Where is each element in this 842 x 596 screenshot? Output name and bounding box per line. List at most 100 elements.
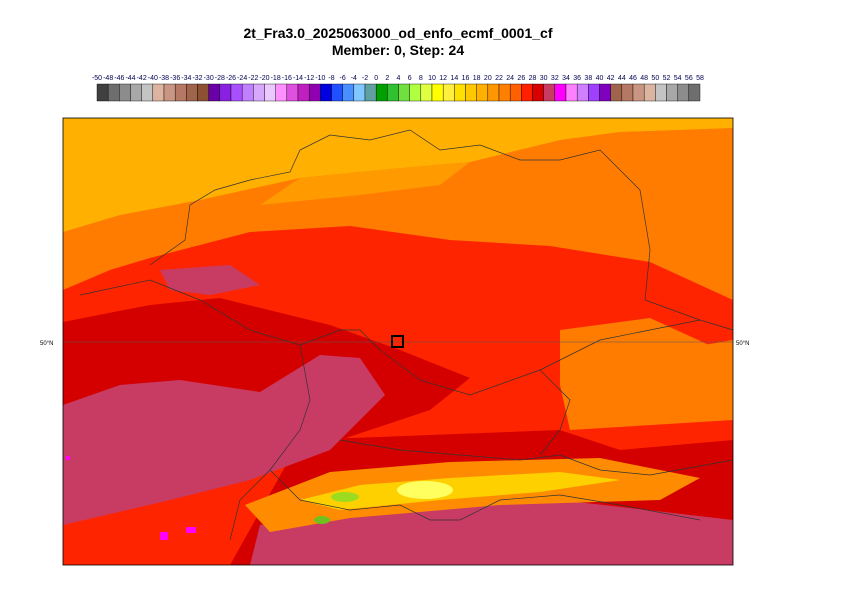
colorbar-label: 26	[517, 75, 525, 82]
colorbar-label: 56	[685, 75, 693, 82]
colorbar-label: 30	[540, 75, 548, 82]
colorbar-label: 48	[640, 75, 648, 82]
colorbar: -50 -48 -46 -44 -42 -40 -38 -36 -34 -32 -30 -28 -26-…	[92, 75, 704, 102]
colorbar-label: 20	[484, 75, 492, 82]
colorbar-label: -20	[259, 75, 269, 82]
colorbar-label: 32	[551, 75, 559, 82]
colorbar-label: 14	[450, 75, 458, 82]
colorbar-label: -46	[114, 75, 124, 82]
colorbar-label: 58	[696, 75, 704, 82]
lat-label: 50°N	[736, 341, 749, 347]
colorbar-label: 50	[651, 75, 659, 82]
colorbar-label: -10	[315, 75, 325, 82]
colorbar-box	[130, 83, 142, 102]
title: 2t_Fra3.0_2025063000_od_enfo_ecmf_0001_c…	[244, 25, 553, 41]
colorbar-box	[398, 83, 410, 102]
colorbar-box	[320, 83, 332, 102]
colorbar-box	[420, 83, 433, 102]
colorbar-label: 4	[397, 75, 401, 82]
colorbar-box	[655, 83, 667, 102]
colorbar-box	[431, 83, 444, 102]
colorbar-box	[610, 83, 623, 102]
colorbar-box	[375, 83, 388, 102]
colorbar-box	[253, 83, 265, 102]
colorbar-label: 54	[674, 75, 682, 82]
colorbar-label: 40	[596, 75, 604, 82]
colorbar-label: -36	[170, 75, 180, 82]
colorbar-box	[119, 83, 131, 102]
colorbar-box	[454, 83, 466, 102]
colorbar-box	[476, 83, 489, 102]
colorbar-box	[465, 83, 477, 102]
colorbar-box	[498, 83, 511, 102]
colorbar-box	[197, 83, 209, 102]
colorbar-label: -40	[148, 75, 158, 82]
colorbar-box	[264, 83, 276, 102]
colorbar-label: -48	[103, 75, 113, 82]
colorbar-label: -30	[204, 75, 214, 82]
colorbar-label: 16	[462, 75, 470, 82]
colorbar-label: -18	[271, 75, 281, 82]
colorbar-box	[107, 83, 120, 102]
colorbar-label: 28	[529, 75, 537, 82]
colorbar-label: -24	[237, 75, 247, 82]
colorbar-box	[286, 83, 299, 102]
colorbar-box	[364, 83, 377, 102]
colorbar-label: -2	[362, 75, 368, 82]
colorbar-label: -4	[351, 75, 357, 82]
colorbar-box	[677, 83, 690, 102]
colorbar-box	[666, 83, 678, 102]
colorbar-box	[152, 83, 165, 102]
colorbar-box	[331, 83, 343, 102]
colorbar-box	[643, 83, 656, 102]
colorbar-box	[599, 83, 611, 102]
colorbar-label: -14	[293, 75, 303, 82]
lat-label: 50°N	[40, 341, 53, 347]
map-frame	[62, 117, 734, 566]
colorbar-label: -44	[125, 75, 135, 82]
colorbar-box	[565, 83, 578, 102]
colorbar-label: 18	[473, 75, 481, 82]
colorbar-box	[174, 83, 187, 102]
location-box	[391, 335, 404, 348]
colorbar-label: 10	[428, 75, 436, 82]
colorbar-box	[219, 83, 232, 102]
colorbar-box	[532, 83, 544, 102]
colorbar-label: 36	[573, 75, 581, 82]
borders	[79, 129, 734, 541]
colorbar-label: -26	[226, 75, 236, 82]
colorbar-box	[409, 83, 422, 102]
colorbar-box	[588, 83, 600, 102]
colorbar-box	[621, 83, 634, 102]
colorbar-box	[342, 83, 355, 102]
colorbar-box	[230, 83, 243, 102]
colorbar-box	[186, 83, 198, 102]
colorbar-label: -8	[328, 75, 334, 82]
subtitle: Member: 0, Step: 24	[332, 42, 464, 58]
colorbar-box	[688, 83, 701, 102]
colorbar-label: -34	[181, 75, 191, 82]
colorbar-box	[308, 83, 321, 102]
colorbar-box	[554, 83, 567, 102]
colorbar-label: -16	[282, 75, 292, 82]
colorbar-box	[442, 83, 455, 102]
temperature-field	[63, 118, 733, 565]
colorbar-label: -22	[248, 75, 258, 82]
colorbar-label: 6	[408, 75, 412, 82]
colorbar-box	[208, 83, 221, 102]
colorbar-label: -42	[137, 75, 147, 82]
colorbar-label: 22	[495, 75, 503, 82]
colorbar-label: 8	[419, 75, 423, 82]
colorbar-box	[275, 83, 288, 102]
colorbar-label: 38	[584, 75, 592, 82]
colorbar-label: 46	[629, 75, 637, 82]
colorbar-label: 0	[374, 75, 378, 82]
colorbar-label: 42	[607, 75, 615, 82]
colorbar-box	[387, 83, 399, 102]
colorbar-box	[241, 83, 254, 102]
colorbar-label: -38	[159, 75, 169, 82]
colorbar-label: -28	[215, 75, 225, 82]
colorbar-label: 12	[439, 75, 447, 82]
colorbar-box	[297, 83, 310, 102]
